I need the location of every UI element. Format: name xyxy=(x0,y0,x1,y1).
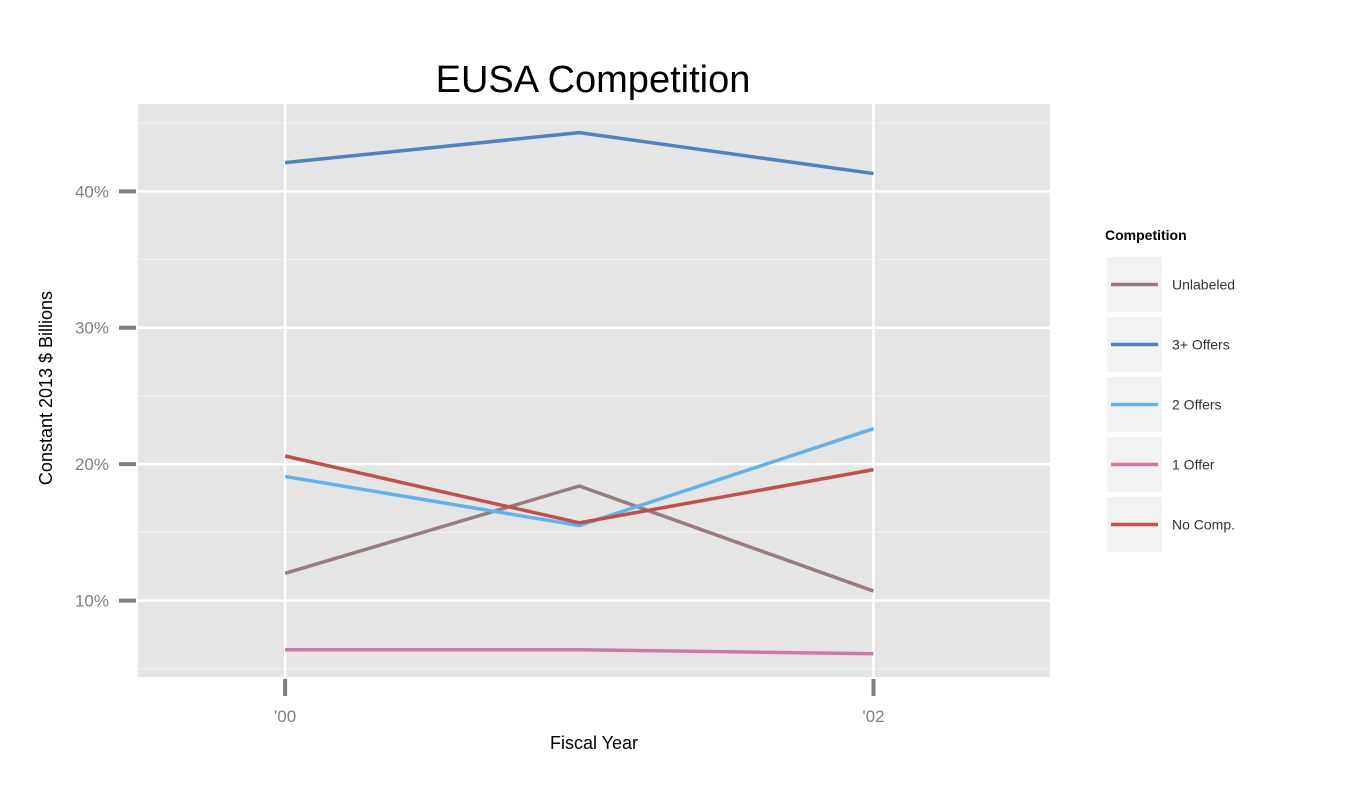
y-tick-label-0: 10% xyxy=(75,592,109,611)
legend-label-4: No Comp. xyxy=(1172,517,1235,533)
legend-label-0: Unlabeled xyxy=(1172,277,1235,293)
legend-item-1: 3+ Offers xyxy=(1107,317,1230,372)
x-axis-title: Fiscal Year xyxy=(550,733,638,753)
legend-item-3: 1 Offer xyxy=(1107,437,1215,492)
y-tick-label-2: 30% xyxy=(75,319,109,338)
y-axis-title: Constant 2013 $ Billions xyxy=(36,291,56,485)
legend-item-0: Unlabeled xyxy=(1107,257,1235,312)
legend: Competition Unlabeled 3+ Offers 2 Offers 1 … xyxy=(1105,227,1235,552)
legend-item-2: 2 Offers xyxy=(1107,377,1222,432)
x-tick-label-1: '02 xyxy=(862,707,884,726)
legend-label-2: 2 Offers xyxy=(1172,397,1222,413)
series-line-unlabeled xyxy=(284,484,875,593)
major-gridlines xyxy=(138,104,1050,677)
minor-gridlines xyxy=(138,122,1050,670)
chart-title: EUSA Competition xyxy=(436,59,751,101)
x-tick-label-0: '00 xyxy=(274,707,296,726)
series-line-no-comp xyxy=(284,454,874,525)
legend-label-1: 3+ Offers xyxy=(1172,337,1230,353)
plot-panel xyxy=(138,104,1050,677)
series-lines xyxy=(284,130,875,656)
legend-item-4: No Comp. xyxy=(1107,497,1235,552)
series-line-1-offer xyxy=(285,647,874,656)
y-tick-label-1: 20% xyxy=(75,455,109,474)
x-axis: '00 '02 xyxy=(274,679,885,726)
series-line-3-offers xyxy=(284,130,874,176)
series-line-2-offers xyxy=(284,427,875,528)
y-axis: 10% 20% 30% 40% xyxy=(75,182,136,611)
legend-title: Competition xyxy=(1105,227,1187,243)
y-tick-label-3: 40% xyxy=(75,182,109,201)
legend-label-3: 1 Offer xyxy=(1172,457,1215,473)
